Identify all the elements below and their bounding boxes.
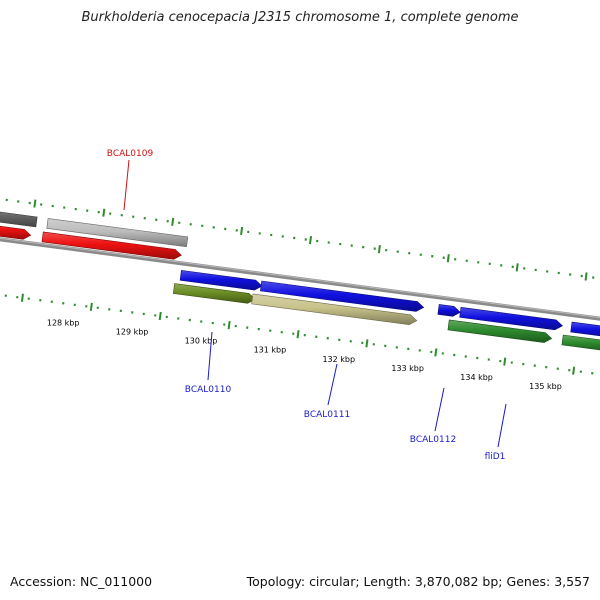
gene-label: BCAL0112	[410, 435, 456, 445]
gene-label: BCAL0110	[185, 385, 232, 395]
tick-label: 133 kbp	[391, 364, 424, 373]
gene-bar	[570, 321, 600, 337]
major-tick-lower	[158, 311, 162, 321]
major-tick-lower	[434, 348, 438, 357]
gene-count-text: Genes: 3,557	[506, 574, 590, 589]
gene-bar	[41, 231, 182, 260]
genome-summary: Topology: circular; Length: 3,870,082 bp…	[247, 574, 590, 589]
major-tick-upper	[308, 235, 313, 245]
gene-bar	[0, 225, 32, 240]
major-tick-upper	[240, 226, 244, 236]
tick-label: 130 kbp	[185, 337, 218, 346]
major-tick-upper	[377, 245, 381, 254]
accession-text: Accession: NC_011000	[10, 574, 153, 589]
major-tick-upper	[102, 208, 106, 217]
tick-label: 132 kbp	[322, 355, 355, 364]
major-tick-lower	[572, 366, 576, 375]
map-title: Burkholderia cenocepacia J2315 chromosom…	[81, 10, 519, 25]
major-tick-lower	[365, 339, 369, 348]
gene-label-line	[327, 363, 338, 406]
gene-bar	[561, 334, 600, 351]
gene-bar	[437, 304, 461, 317]
major-tick-upper	[171, 217, 175, 226]
length-text: Length: 3,870,082 bp;	[363, 574, 503, 589]
major-tick-lower	[503, 357, 507, 366]
gene-bar	[179, 270, 263, 291]
tick-label: 135 kbp	[529, 382, 562, 391]
major-tick-lower	[296, 330, 300, 339]
gene-label: BCAL0111	[304, 410, 350, 420]
major-tick-lower	[89, 302, 93, 311]
major-tick-lower	[20, 293, 24, 302]
gene-bar	[447, 319, 553, 343]
gene-bar	[0, 211, 38, 228]
major-tick-upper	[446, 254, 450, 263]
gene-bar	[260, 280, 425, 312]
gene-label-line	[434, 387, 445, 432]
gene-label-line	[207, 331, 213, 381]
gene-label-line	[123, 159, 130, 211]
tick-label: 128 kbp	[47, 318, 80, 327]
tick-label: 134 kbp	[460, 373, 493, 382]
gene-label-line	[497, 403, 507, 448]
major-tick-upper	[515, 263, 519, 272]
gene-bar	[46, 218, 189, 248]
major-tick-lower	[227, 321, 231, 330]
topology-text: Topology: circular;	[246, 574, 360, 589]
tick-label: 131 kbp	[254, 346, 287, 355]
tick-label: 129 kbp	[116, 327, 149, 336]
backbone-highlight	[0, 237, 600, 319]
gene-label: BCAL0109	[107, 149, 154, 159]
gene-label: fliD1	[485, 452, 506, 462]
gene-bar	[172, 283, 256, 304]
major-tick-upper	[33, 199, 37, 208]
gene-bar	[251, 293, 418, 326]
gene-bar	[459, 307, 563, 331]
major-tick-upper	[584, 272, 588, 281]
backbone	[0, 237, 600, 321]
